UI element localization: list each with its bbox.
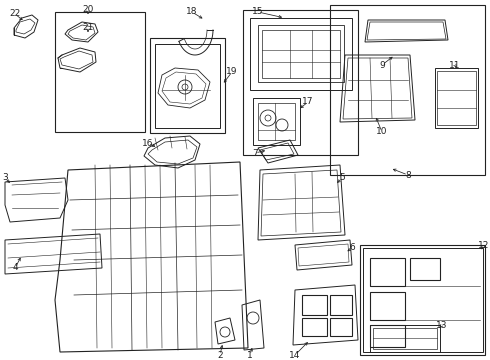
Text: 1: 1: [247, 351, 253, 360]
Text: 15: 15: [252, 8, 264, 17]
Text: 18: 18: [186, 8, 198, 17]
Bar: [410, 258, 440, 280]
Text: 14: 14: [289, 351, 301, 360]
Bar: [330, 5, 485, 175]
Bar: [370, 325, 405, 347]
Text: 17: 17: [302, 98, 314, 107]
Bar: [55, 12, 145, 132]
Text: 8: 8: [405, 171, 411, 180]
Bar: [150, 38, 225, 133]
Bar: [330, 318, 352, 336]
Text: 10: 10: [376, 127, 388, 136]
Bar: [360, 245, 485, 355]
Text: 21: 21: [82, 23, 94, 32]
Text: 4: 4: [12, 264, 18, 273]
Text: 9: 9: [379, 60, 385, 69]
Text: 13: 13: [436, 320, 448, 329]
Text: 2: 2: [217, 351, 223, 360]
Text: 7: 7: [252, 148, 258, 158]
Text: 12: 12: [478, 240, 490, 249]
Text: 16: 16: [142, 139, 154, 148]
Text: 3: 3: [2, 174, 8, 183]
Bar: [370, 292, 405, 320]
Bar: [302, 295, 327, 315]
Bar: [370, 258, 405, 286]
Text: 6: 6: [349, 243, 355, 252]
Text: 20: 20: [82, 5, 94, 14]
Text: 5: 5: [339, 174, 345, 183]
Text: 11: 11: [449, 60, 461, 69]
Bar: [330, 295, 352, 315]
Bar: [302, 318, 327, 336]
Bar: [243, 10, 358, 155]
Text: 22: 22: [9, 9, 21, 18]
Text: 19: 19: [226, 68, 238, 77]
